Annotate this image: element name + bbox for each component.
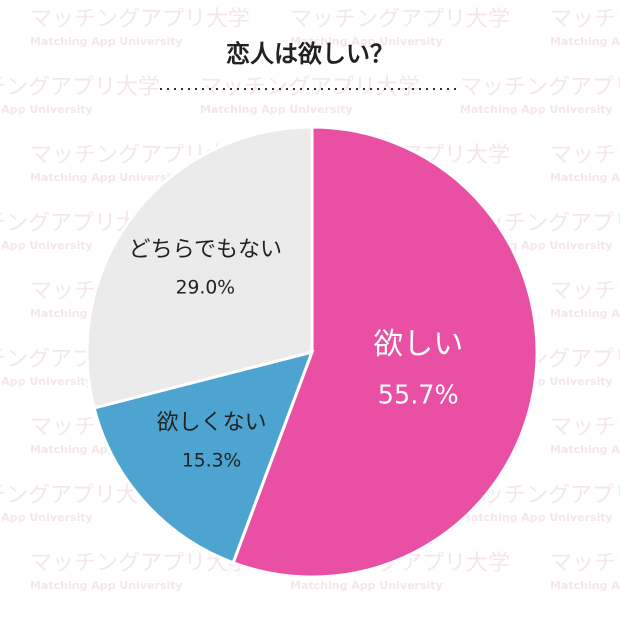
watermark-text: マッチングアプリ大学 [550, 415, 620, 440]
watermark-subtext: Matching App University [0, 103, 93, 116]
pie: 欲しい 55.7% 欲しくない 15.3% どちらでもない 29.0% [85, 125, 539, 579]
slice-category-label: 欲しくない [157, 411, 267, 436]
watermark-subtext: Matching App University [0, 239, 93, 252]
pie-slice [85, 125, 314, 410]
watermark-subtext: Matching App University [200, 103, 353, 116]
slice-value-label: 29.0% [176, 277, 235, 298]
watermark-subtext: Matching App University [0, 375, 93, 388]
watermark-text: マッチングアプリ大学 [30, 7, 250, 32]
slice-category-label: どちらでもない [129, 238, 282, 263]
watermark-subtext: Matching App University [550, 307, 620, 320]
watermark-text: マッチングアプリ大学 [290, 7, 510, 32]
watermark-text: マッチングアプリ大学 [550, 7, 620, 32]
watermark-subtext: Matching App University [30, 579, 183, 592]
slice-value-label: 15.3% [182, 450, 241, 471]
watermark-subtext: Matching App University [550, 35, 620, 48]
watermark-text: マッチングアプリ大学 [460, 75, 620, 100]
watermark-subtext: Matching App University [290, 35, 443, 48]
watermark-text: マッチングアプリ大学 [550, 143, 620, 168]
watermark-text: マッチングアプリ大学 [550, 279, 620, 304]
pie-slice [92, 349, 315, 565]
watermark-subtext: Matching App University [290, 579, 443, 592]
pie-slice [231, 125, 539, 579]
watermark-text: マッチングアプリ大学 [550, 551, 620, 576]
slice-category-label: 欲しい [373, 327, 463, 362]
watermark-subtext: Matching App University [550, 579, 620, 592]
slice-value-label: 55.7% [378, 381, 459, 411]
watermark-subtext: Matching App University [550, 443, 620, 456]
watermark-subtext: Matching App University [460, 511, 613, 524]
watermark-subtext: Matching App University [0, 511, 93, 524]
watermark-text: マッチングアプリ大学 [0, 75, 160, 100]
watermark-subtext: Matching App University [30, 35, 183, 48]
watermark-subtext: Matching App University [460, 103, 613, 116]
watermark-text: マッチングアプリ大学 [200, 75, 420, 100]
watermark-subtext: Matching App University [550, 171, 620, 184]
watermark-subtext: Matching App University [30, 171, 183, 184]
chart-title: 恋人は欲しい？ [226, 40, 394, 68]
